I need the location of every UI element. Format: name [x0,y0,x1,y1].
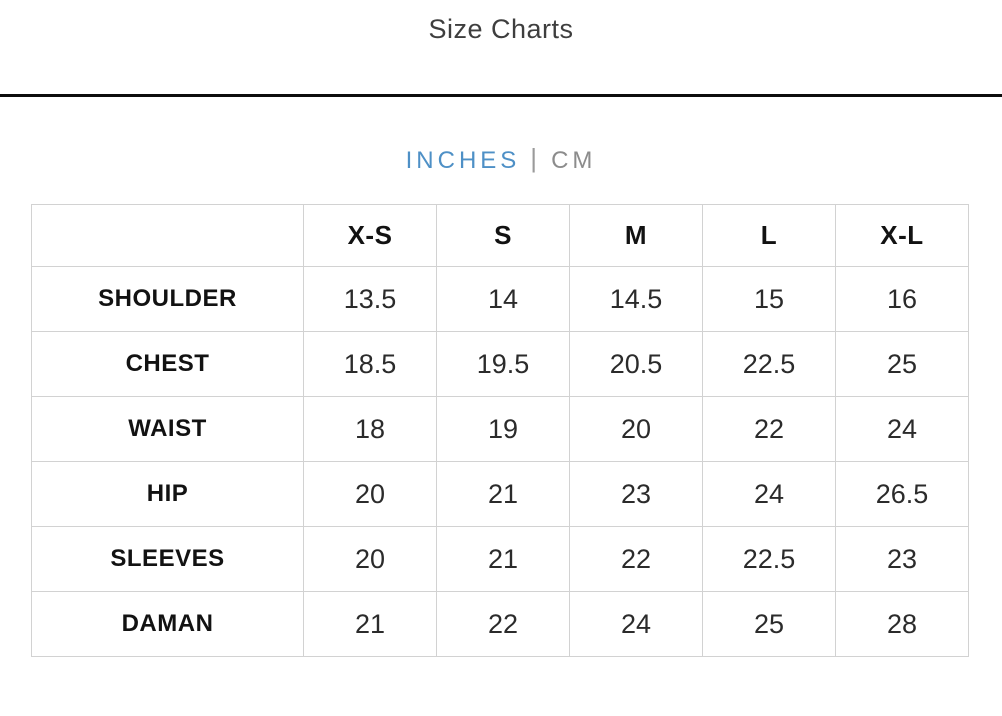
measurement-cell: 20 [569,396,703,462]
measurement-cell: 20 [303,526,437,592]
measurement-cell: 25 [702,591,836,657]
header-size-s: S [436,204,570,267]
measurement-cell: 24 [702,461,836,527]
table-row-hip: HIP 20 21 23 24 26.5 [31,461,969,527]
measurement-cell: 26.5 [835,461,969,527]
row-label-hip: HIP [31,461,304,527]
measurement-cell: 23 [835,526,969,592]
header-size-xs: X-S [303,204,437,267]
header-size-m: M [569,204,703,267]
table-row-sleeves: SLEEVES 20 21 22 22.5 23 [31,526,969,592]
unit-cm-button[interactable]: CM [551,147,597,174]
measurement-cell: 22 [569,526,703,592]
measurement-cell: 22 [702,396,836,462]
measurement-cell: 22.5 [702,526,836,592]
measurement-cell: 14 [436,266,570,332]
measurement-cell: 24 [835,396,969,462]
row-label-sleeves: SLEEVES [31,526,304,592]
table-row-shoulder: SHOULDER 13.5 14 14.5 15 16 [31,266,969,332]
measurement-cell: 22 [436,591,570,657]
table-row-waist: WAIST 18 19 20 22 24 [31,396,969,462]
title-divider [0,94,1002,97]
row-label-shoulder: SHOULDER [31,266,304,332]
measurement-cell: 25 [835,331,969,397]
row-label-chest: CHEST [31,331,304,397]
table-row-daman: DAMAN 21 22 24 25 28 [31,591,969,657]
header-size-l: L [702,204,836,267]
measurement-cell: 21 [303,591,437,657]
measurement-cell: 23 [569,461,703,527]
measurement-cell: 18.5 [303,331,437,397]
row-label-waist: WAIST [31,396,304,462]
size-chart-table: X-S S M L X-L SHOULDER 13.5 14 14.5 15 1… [31,204,969,657]
row-label-daman: DAMAN [31,591,304,657]
measurement-cell: 28 [835,591,969,657]
measurement-cell: 19.5 [436,331,570,397]
measurement-cell: 19 [436,396,570,462]
measurement-cell: 21 [436,461,570,527]
measurement-cell: 22.5 [702,331,836,397]
measurement-cell: 15 [702,266,836,332]
table-header-row: X-S S M L X-L [31,204,969,267]
measurement-cell: 14.5 [569,266,703,332]
unit-separator: | [530,143,538,173]
header-size-xl: X-L [835,204,969,267]
measurement-cell: 20 [303,461,437,527]
measurement-cell: 18 [303,396,437,462]
measurement-cell: 21 [436,526,570,592]
table-row-chest: CHEST 18.5 19.5 20.5 22.5 25 [31,331,969,397]
header-empty-cell [31,204,304,267]
measurement-cell: 16 [835,266,969,332]
page-title: Size Charts [428,14,574,44]
unit-inches-button[interactable]: INCHES [405,147,521,174]
unit-toggle: INCHES | CM [0,143,1002,175]
measurement-cell: 13.5 [303,266,437,332]
measurement-cell: 20.5 [569,331,703,397]
measurement-cell: 24 [569,591,703,657]
